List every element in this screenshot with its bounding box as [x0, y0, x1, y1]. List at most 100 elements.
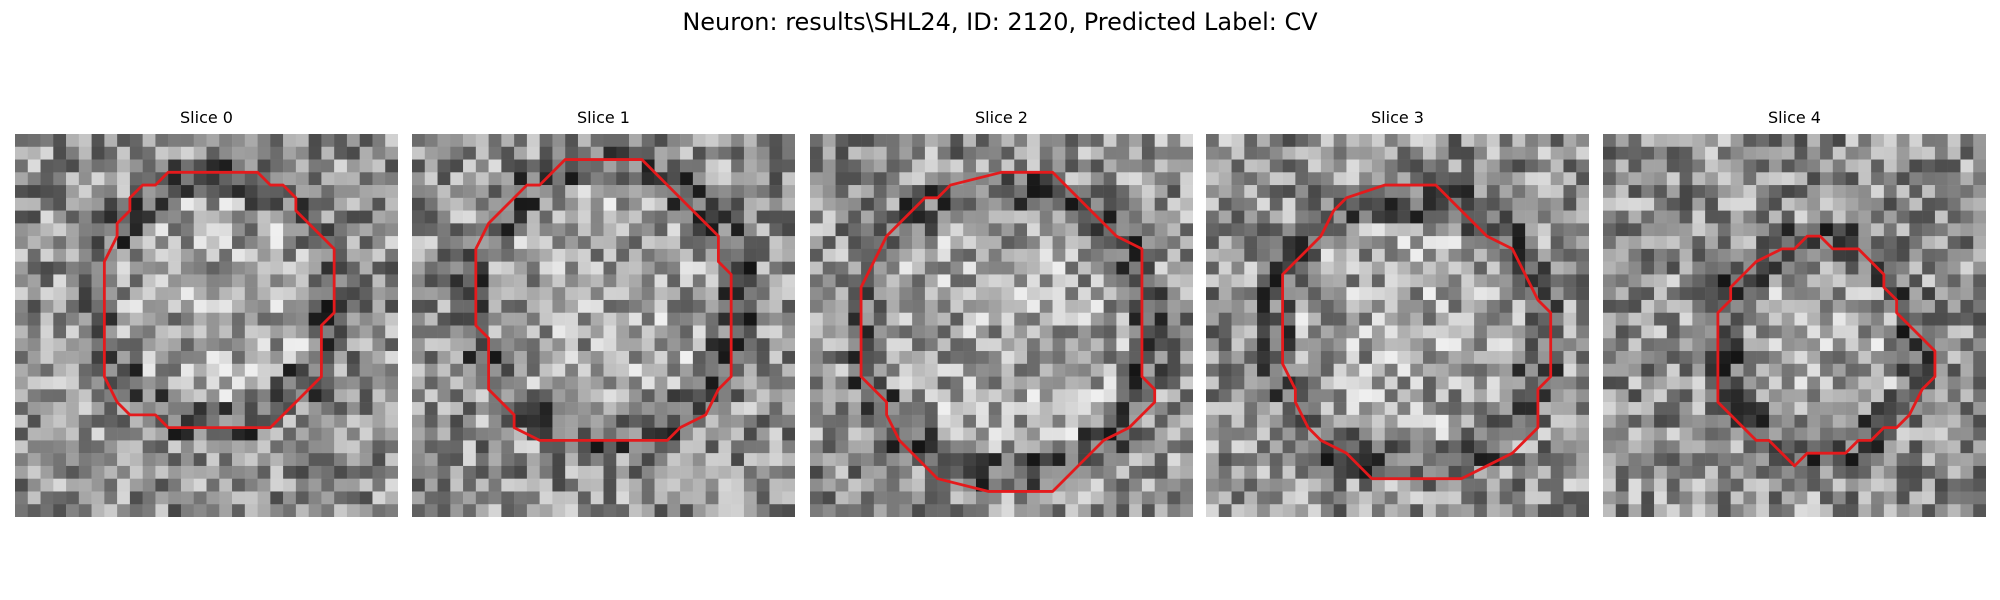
- pixel: [129, 376, 143, 390]
- pixel: [1730, 248, 1744, 262]
- pixel: [782, 478, 795, 492]
- pixel: [346, 504, 360, 517]
- pixel: [1231, 261, 1245, 275]
- pixel: [1359, 236, 1373, 250]
- pixel: [1922, 427, 1936, 441]
- pixel: [1461, 248, 1475, 262]
- pixel: [129, 312, 143, 326]
- pixel: [1768, 261, 1782, 275]
- pixel: [1206, 312, 1220, 326]
- contour-outline: [474, 158, 733, 442]
- pixel: [1039, 223, 1053, 237]
- pixel: [257, 402, 271, 416]
- pixel: [1820, 504, 1834, 517]
- pixel: [1027, 504, 1041, 517]
- pixel: [66, 299, 80, 313]
- pixel: [552, 414, 566, 428]
- pixel: [1282, 402, 1296, 416]
- pixel: [1781, 402, 1795, 416]
- pixel: [1537, 363, 1551, 377]
- pixel: [346, 261, 360, 275]
- pixel: [835, 376, 849, 390]
- pixel: [1666, 325, 1680, 339]
- pixel: [1666, 389, 1680, 403]
- pixel: [180, 261, 194, 275]
- pixel: [1922, 197, 1936, 211]
- pixel: [616, 465, 630, 479]
- pixel: [321, 223, 335, 237]
- pixel: [552, 274, 566, 288]
- pixel: [1960, 287, 1974, 301]
- pixel: [552, 465, 566, 479]
- pixel: [1896, 440, 1910, 454]
- pixel: [1014, 453, 1028, 467]
- pixel: [66, 185, 80, 199]
- pixel: [1871, 197, 1885, 211]
- pixel: [950, 376, 964, 390]
- pixel: [1090, 478, 1104, 492]
- pixel: [1065, 261, 1079, 275]
- pixel: [565, 389, 579, 403]
- pixel: [1384, 338, 1398, 352]
- pixel: [1397, 351, 1411, 365]
- pixel: [1154, 236, 1168, 250]
- pixel: [53, 453, 67, 467]
- pixel: [603, 287, 617, 301]
- pixel: [1320, 146, 1334, 160]
- pixel: [1871, 402, 1885, 416]
- pixel: [603, 414, 617, 428]
- pixel: [1563, 453, 1577, 467]
- pixel: [1474, 274, 1488, 288]
- pixel: [1628, 236, 1642, 250]
- pixel: [1103, 274, 1117, 288]
- pixel: [463, 312, 477, 326]
- pixel: [219, 363, 233, 377]
- pixel: [743, 197, 757, 211]
- pixel: [810, 236, 824, 250]
- pixel: [552, 299, 566, 313]
- pixel: [822, 197, 836, 211]
- pixel: [1027, 223, 1041, 237]
- pixel: [1486, 414, 1500, 428]
- pixel: [1730, 504, 1744, 517]
- pixel: [1512, 491, 1526, 505]
- pixel: [308, 402, 322, 416]
- pixel: [963, 351, 977, 365]
- pixel: [1641, 389, 1655, 403]
- pixel: [1180, 414, 1193, 428]
- pixel: [1922, 504, 1936, 517]
- pixel: [963, 134, 977, 148]
- pixel: [1486, 223, 1500, 237]
- pixel: [1628, 159, 1642, 173]
- pixel: [450, 197, 464, 211]
- pixel: [552, 402, 566, 416]
- pixel: [1359, 274, 1373, 288]
- pixel: [283, 146, 297, 160]
- pixel: [1705, 210, 1719, 224]
- pixel: [1781, 287, 1795, 301]
- pixel: [835, 172, 849, 186]
- pixel: [1065, 491, 1079, 505]
- pixel: [1960, 236, 1974, 250]
- pixel: [899, 504, 913, 517]
- pixel: [680, 223, 694, 237]
- pixel: [450, 414, 464, 428]
- pixel: [848, 504, 862, 517]
- pixel: [295, 134, 309, 148]
- pixel: [1666, 414, 1680, 428]
- pixel: [1333, 351, 1347, 365]
- pixel: [1717, 427, 1731, 441]
- pixel: [835, 146, 849, 160]
- pixel: [244, 134, 258, 148]
- pixel: [1371, 236, 1385, 250]
- pixel: [1705, 312, 1719, 326]
- pixel: [488, 172, 502, 186]
- pixel: [385, 287, 398, 301]
- pixel: [590, 478, 604, 492]
- pixel: [244, 414, 258, 428]
- pixel: [232, 338, 246, 352]
- pixel: [899, 312, 913, 326]
- pixel: [1180, 274, 1193, 288]
- pixel: [1308, 248, 1322, 262]
- pixel: [334, 261, 348, 275]
